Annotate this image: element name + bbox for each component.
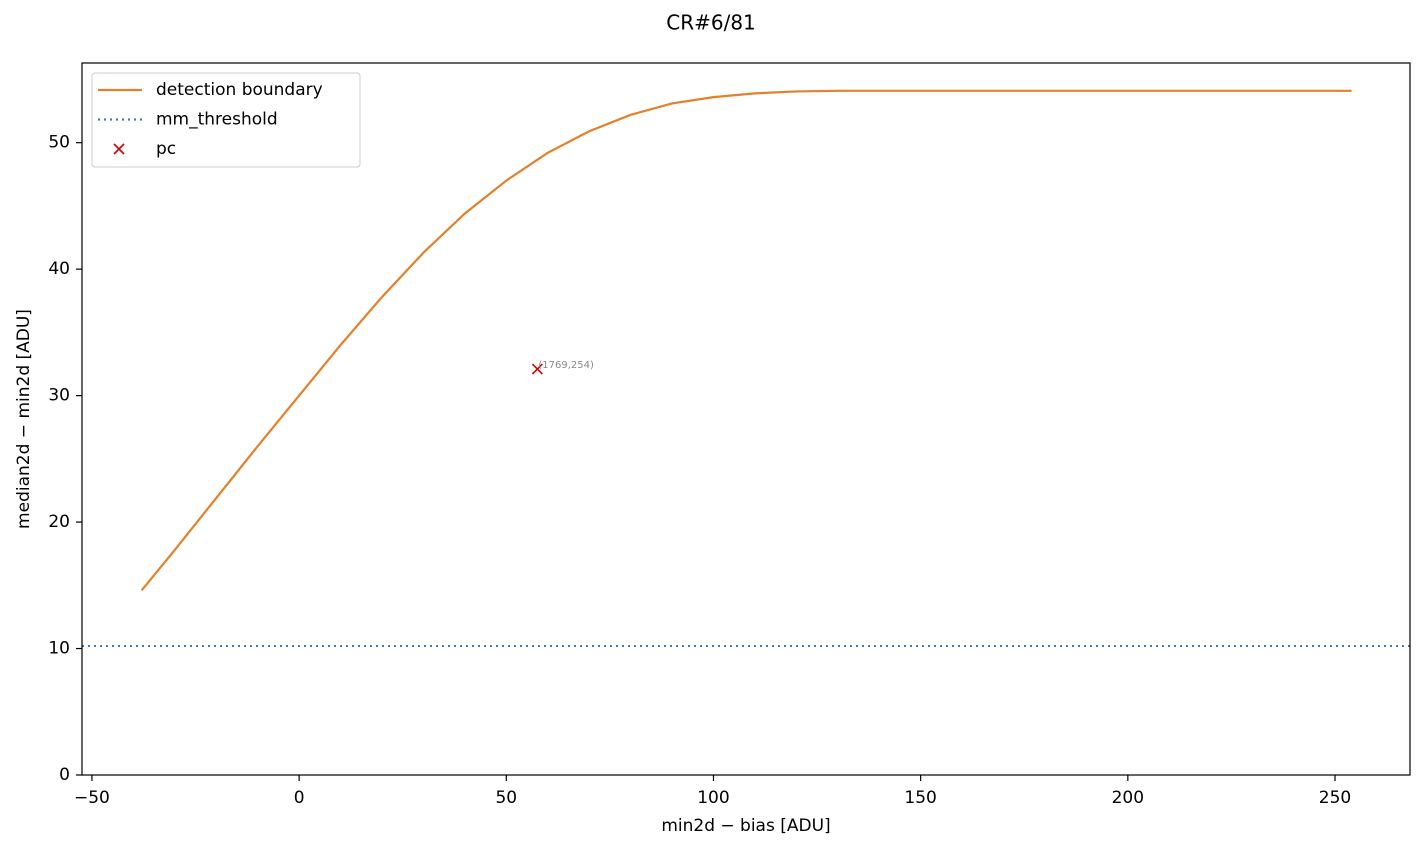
point-marker <box>531 363 543 375</box>
y-axis-label: median2d − min2d [ADU] <box>14 309 34 529</box>
legend-label: pc <box>156 139 176 159</box>
legend-label: detection boundary <box>156 80 323 100</box>
x-tick-label: 100 <box>697 788 729 808</box>
legend-label: mm_threshold <box>156 110 278 130</box>
y-tick-label: 10 <box>48 639 70 659</box>
point-annotation: (1769,254) <box>538 360 594 371</box>
y-tick-label: 20 <box>48 512 70 532</box>
x-tick-label: 250 <box>1319 788 1351 808</box>
x-tick-label: 200 <box>1112 788 1144 808</box>
marker-stroke <box>531 363 543 375</box>
y-tick-label: 30 <box>48 386 70 406</box>
marker-stroke <box>113 143 125 155</box>
x-tick-label: 50 <box>495 788 517 808</box>
legend-box <box>91 72 361 168</box>
legend-swatch <box>113 143 125 155</box>
y-tick-label: 0 <box>59 765 70 785</box>
series-line <box>140 89 1352 592</box>
y-tick-label: 50 <box>48 133 70 153</box>
y-tick-label: 40 <box>48 259 70 279</box>
x-axis-label: min2d − bias [ADU] <box>661 816 830 836</box>
x-tick-label: 0 <box>294 788 305 808</box>
plot-frame <box>81 62 1411 776</box>
x-tick-label: −50 <box>74 788 110 808</box>
x-tick-label: 150 <box>904 788 936 808</box>
chart-title: CR#6/81 <box>666 11 756 35</box>
